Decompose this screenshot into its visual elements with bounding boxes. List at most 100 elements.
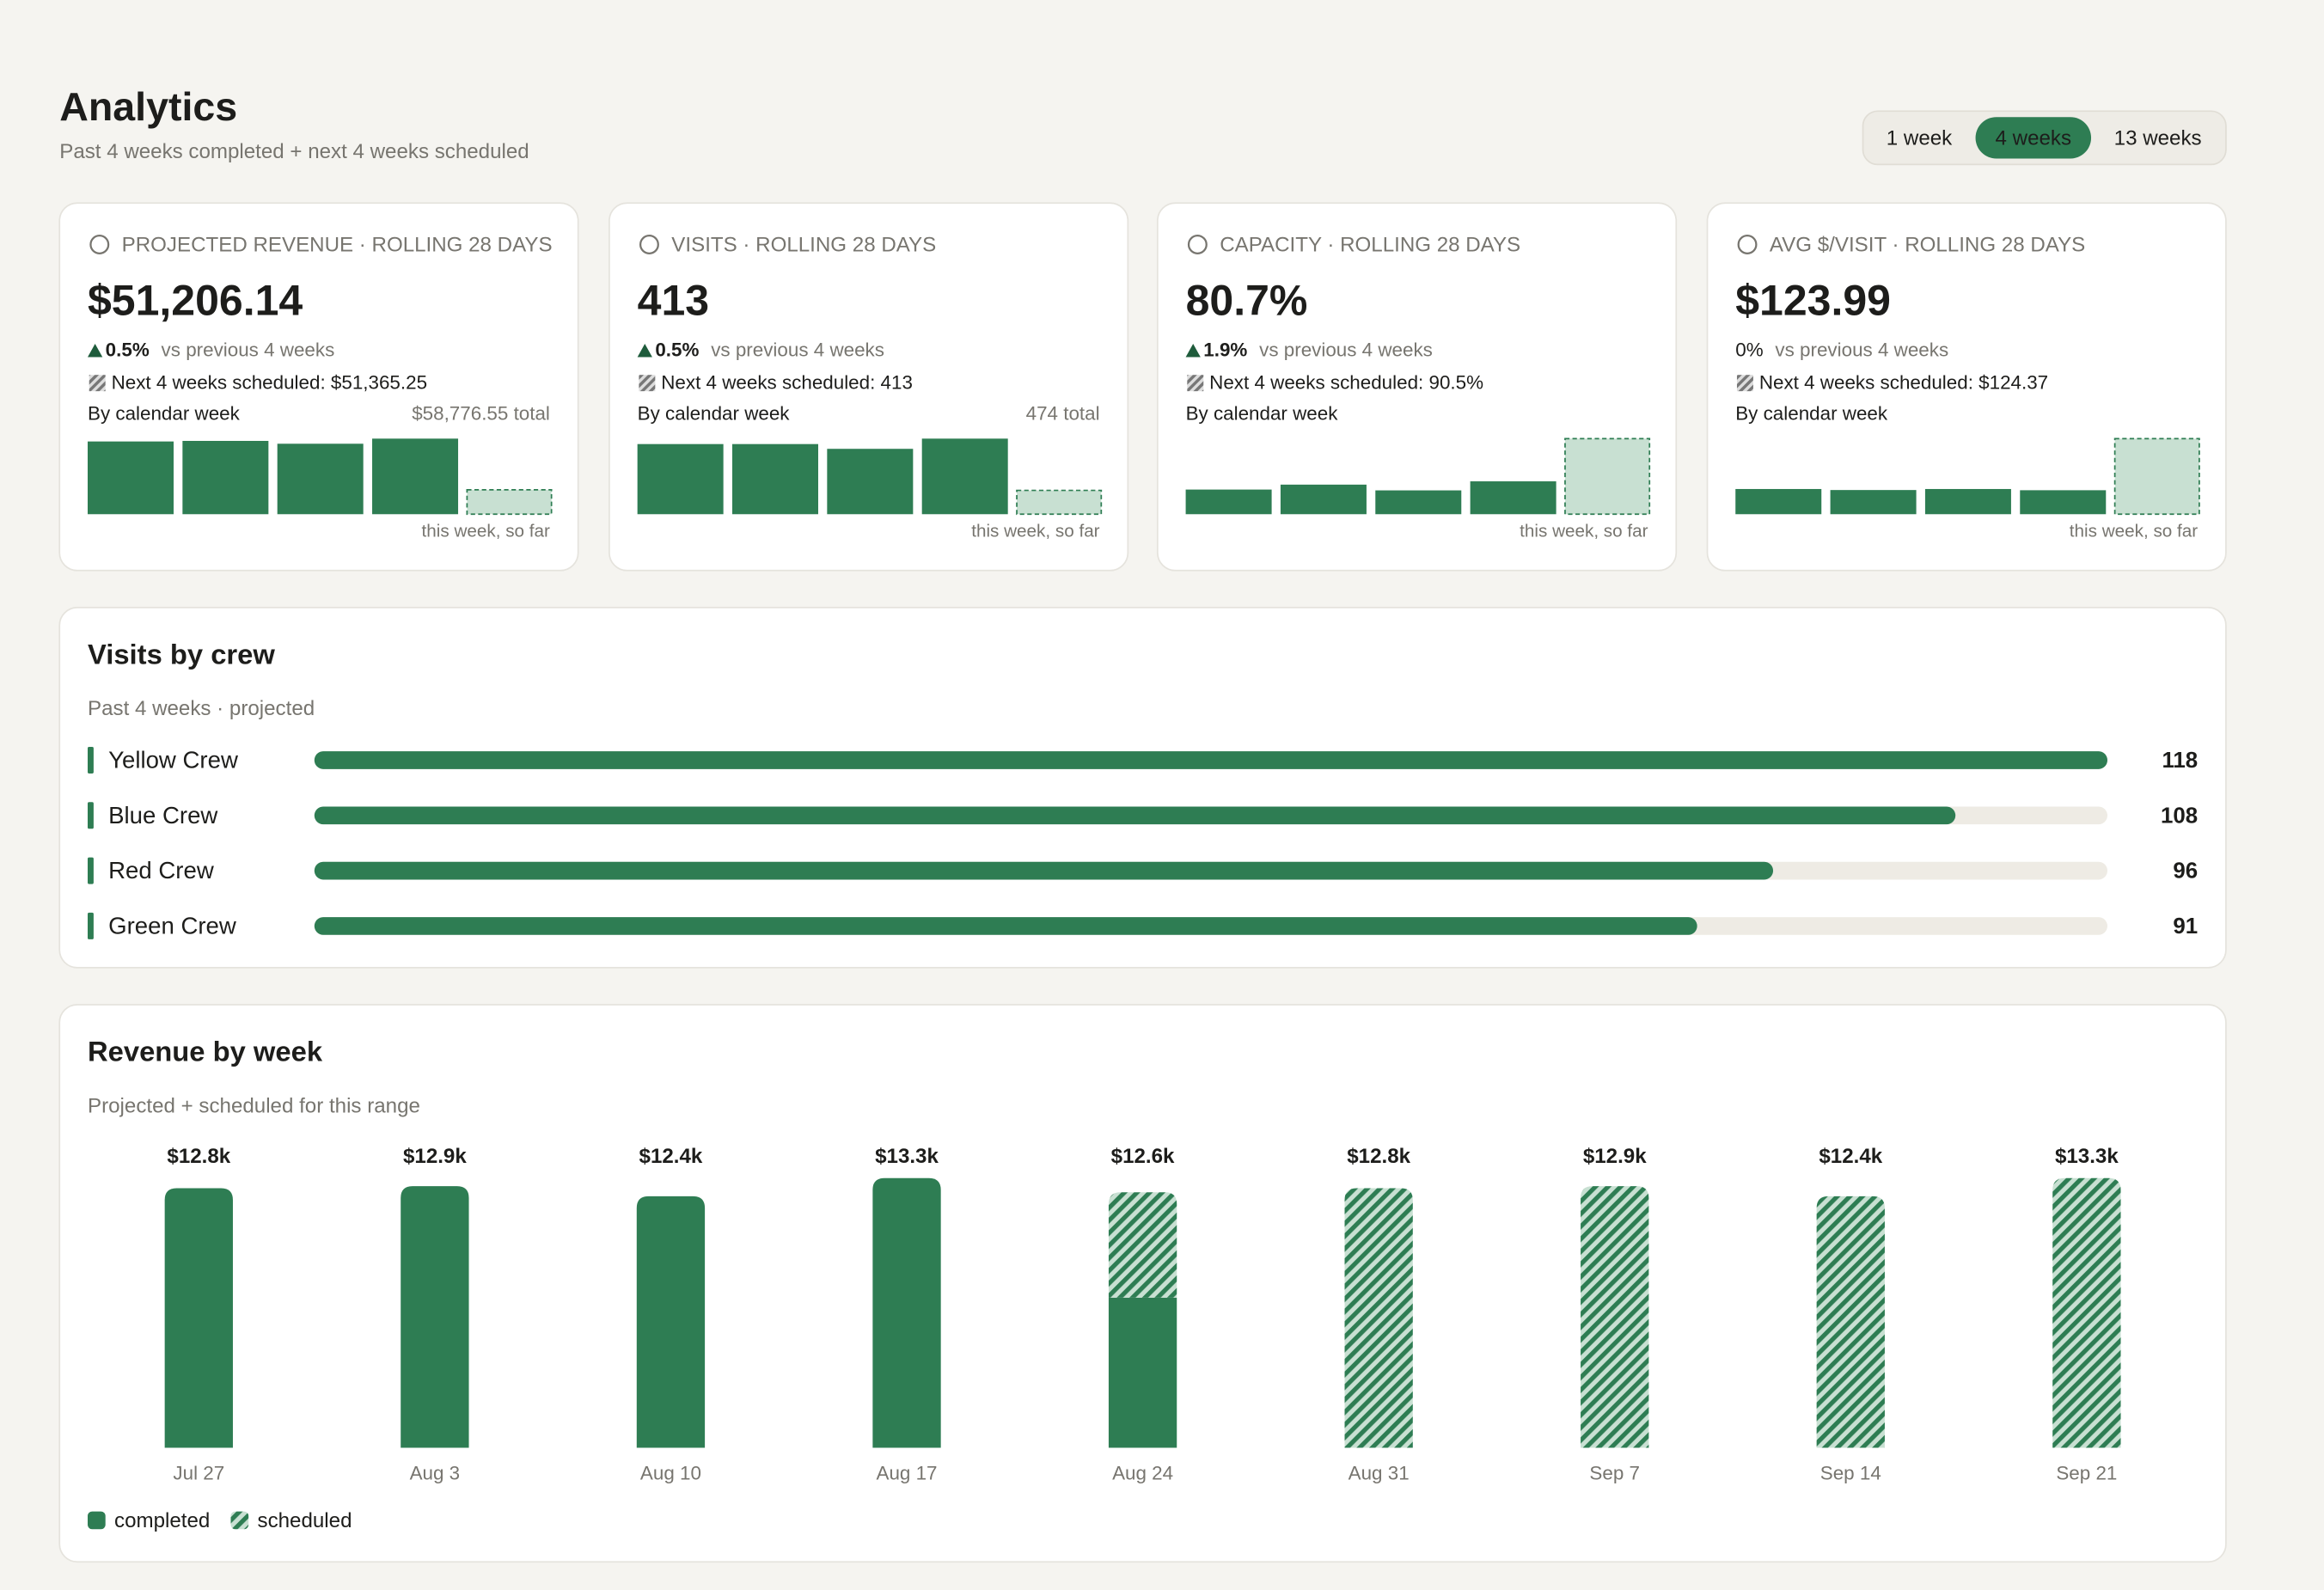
week-bar	[1924, 488, 2011, 515]
crew-bar	[314, 751, 2108, 769]
chart-label: By calendar week	[638, 403, 791, 425]
revenue-bar-completed	[164, 1188, 233, 1448]
revenue-bar-scheduled	[1816, 1196, 1885, 1448]
crew-value: 91	[2173, 914, 2198, 939]
kpi-scheduled: Next 4 weeks scheduled: $51,365.25	[112, 371, 427, 393]
week-bar	[921, 438, 1008, 515]
legend-swatch	[88, 1511, 106, 1530]
kpi-icon	[639, 235, 659, 254]
week-bar	[372, 438, 459, 515]
crew-bar	[314, 806, 1956, 825]
kpi-icon	[1737, 235, 1758, 254]
current-week-bar	[2113, 437, 2200, 516]
scheduled-icon	[1736, 375, 1753, 392]
x-tick-label: Aug 10	[640, 1462, 701, 1483]
bar-value-label: $12.4k	[639, 1145, 703, 1168]
range-option[interactable]: 4 weeks	[1996, 126, 2072, 150]
kpi-label: AVG $/VISIT · ROLLING 28 DAYS	[1770, 234, 2085, 257]
legend-swatch	[230, 1511, 249, 1530]
scheduled-icon	[89, 375, 106, 392]
week-bar	[182, 440, 269, 515]
revenue-bar-completed	[401, 1186, 469, 1448]
current-week-note: this week, so far	[1520, 521, 1648, 541]
card-subtitle: Past 4 weeks · projected	[88, 697, 315, 720]
kpi-card	[1706, 202, 2227, 572]
card-title: Revenue by week	[88, 1036, 323, 1067]
trend-arrow	[637, 344, 652, 358]
x-tick-label: Aug 24	[1112, 1462, 1173, 1483]
legend-label: scheduled	[258, 1509, 352, 1532]
revenue-bar-completed	[872, 1177, 941, 1448]
crew-value: 96	[2173, 859, 2198, 884]
trend-arrow	[88, 344, 103, 358]
x-tick-label: Aug 3	[410, 1462, 461, 1483]
week-bar	[1830, 490, 1917, 515]
bar-value-label: $12.9k	[403, 1145, 467, 1168]
x-tick-label: Aug 17	[877, 1462, 938, 1483]
revenue-bar-completed	[636, 1196, 706, 1448]
current-week-note: this week, so far	[2070, 521, 2198, 541]
kpi-value: 413	[638, 277, 709, 325]
crew-marker	[88, 857, 94, 884]
revenue-bar-scheduled	[1344, 1188, 1413, 1448]
bar-value-label: $12.6k	[1111, 1145, 1175, 1168]
kpi-change: 0.5%	[106, 339, 150, 361]
kpi-value: $123.99	[1735, 277, 1891, 325]
crew-card	[58, 607, 2227, 969]
crew-name: Yellow Crew	[108, 746, 238, 773]
bar-value-label: $13.3k	[875, 1145, 939, 1168]
bar-value-label: $12.8k	[167, 1145, 230, 1168]
trend-arrow	[1185, 344, 1201, 358]
kpi-change: 1.9%	[1203, 339, 1247, 361]
crew-bar	[314, 861, 1774, 880]
x-tick-label: Sep 21	[2056, 1462, 2117, 1483]
kpi-icon	[89, 235, 110, 254]
page-title: Analytics	[59, 84, 237, 129]
week-bar	[1375, 490, 1462, 515]
kpi-change-label: vs previous 4 weeks	[1259, 339, 1433, 361]
week-bar	[732, 443, 818, 515]
x-tick-label: Jul 27	[173, 1462, 224, 1483]
range-selected[interactable]	[1975, 117, 2092, 159]
kpi-icon	[1187, 235, 1208, 254]
page-subtitle: Past 4 weeks completed + next 4 weeks sc…	[59, 140, 529, 163]
crew-name: Blue Crew	[108, 802, 217, 829]
kpi-change-label: vs previous 4 weeks	[162, 339, 335, 361]
crew-marker	[88, 802, 94, 829]
week-bar	[2020, 490, 2107, 515]
card-subtitle: Projected + scheduled for this range	[88, 1094, 420, 1117]
kpi-label: CAPACITY · ROLLING 28 DAYS	[1220, 234, 1520, 257]
week-bar	[1735, 488, 1822, 515]
chart-label: By calendar week	[1735, 403, 1888, 425]
revenue-bar-scheduled	[1108, 1192, 1177, 1298]
range-option[interactable]: 13 weeks	[2114, 126, 2202, 150]
revenue-bar-completed	[1108, 1297, 1177, 1448]
week-bar	[827, 449, 914, 515]
range-option[interactable]: 1 week	[1887, 126, 1953, 150]
crew-bar	[314, 917, 1697, 935]
week-bar	[1185, 489, 1272, 515]
kpi-change-label: vs previous 4 weeks	[711, 339, 884, 361]
current-week-note: this week, so far	[422, 521, 550, 541]
kpi-scheduled: Next 4 weeks scheduled: $124.37	[1759, 371, 2048, 393]
revenue-bar-scheduled	[2052, 1177, 2121, 1448]
kpi-change: 0.5%	[655, 339, 699, 361]
x-tick-label: Sep 7	[1589, 1462, 1640, 1483]
crew-name: Green Crew	[108, 912, 236, 939]
current-week-bar	[1016, 489, 1103, 516]
crew-value: 108	[2161, 804, 2198, 828]
kpi-card	[1156, 202, 1678, 572]
kpi-value: $51,206.14	[88, 277, 303, 325]
revenue-bar-scheduled	[1581, 1186, 1649, 1448]
kpi-scheduled: Next 4 weeks scheduled: 90.5%	[1209, 371, 1483, 393]
legend-label: completed	[114, 1509, 210, 1532]
scheduled-icon	[1187, 375, 1204, 392]
week-bar	[637, 443, 724, 515]
week-bar	[277, 443, 364, 515]
chart-label: By calendar week	[88, 403, 241, 425]
bar-value-label: $12.8k	[1347, 1145, 1410, 1168]
x-tick-label: Sep 14	[1820, 1462, 1881, 1483]
week-bar	[1280, 484, 1367, 515]
kpi-value: 80.7%	[1186, 277, 1308, 325]
